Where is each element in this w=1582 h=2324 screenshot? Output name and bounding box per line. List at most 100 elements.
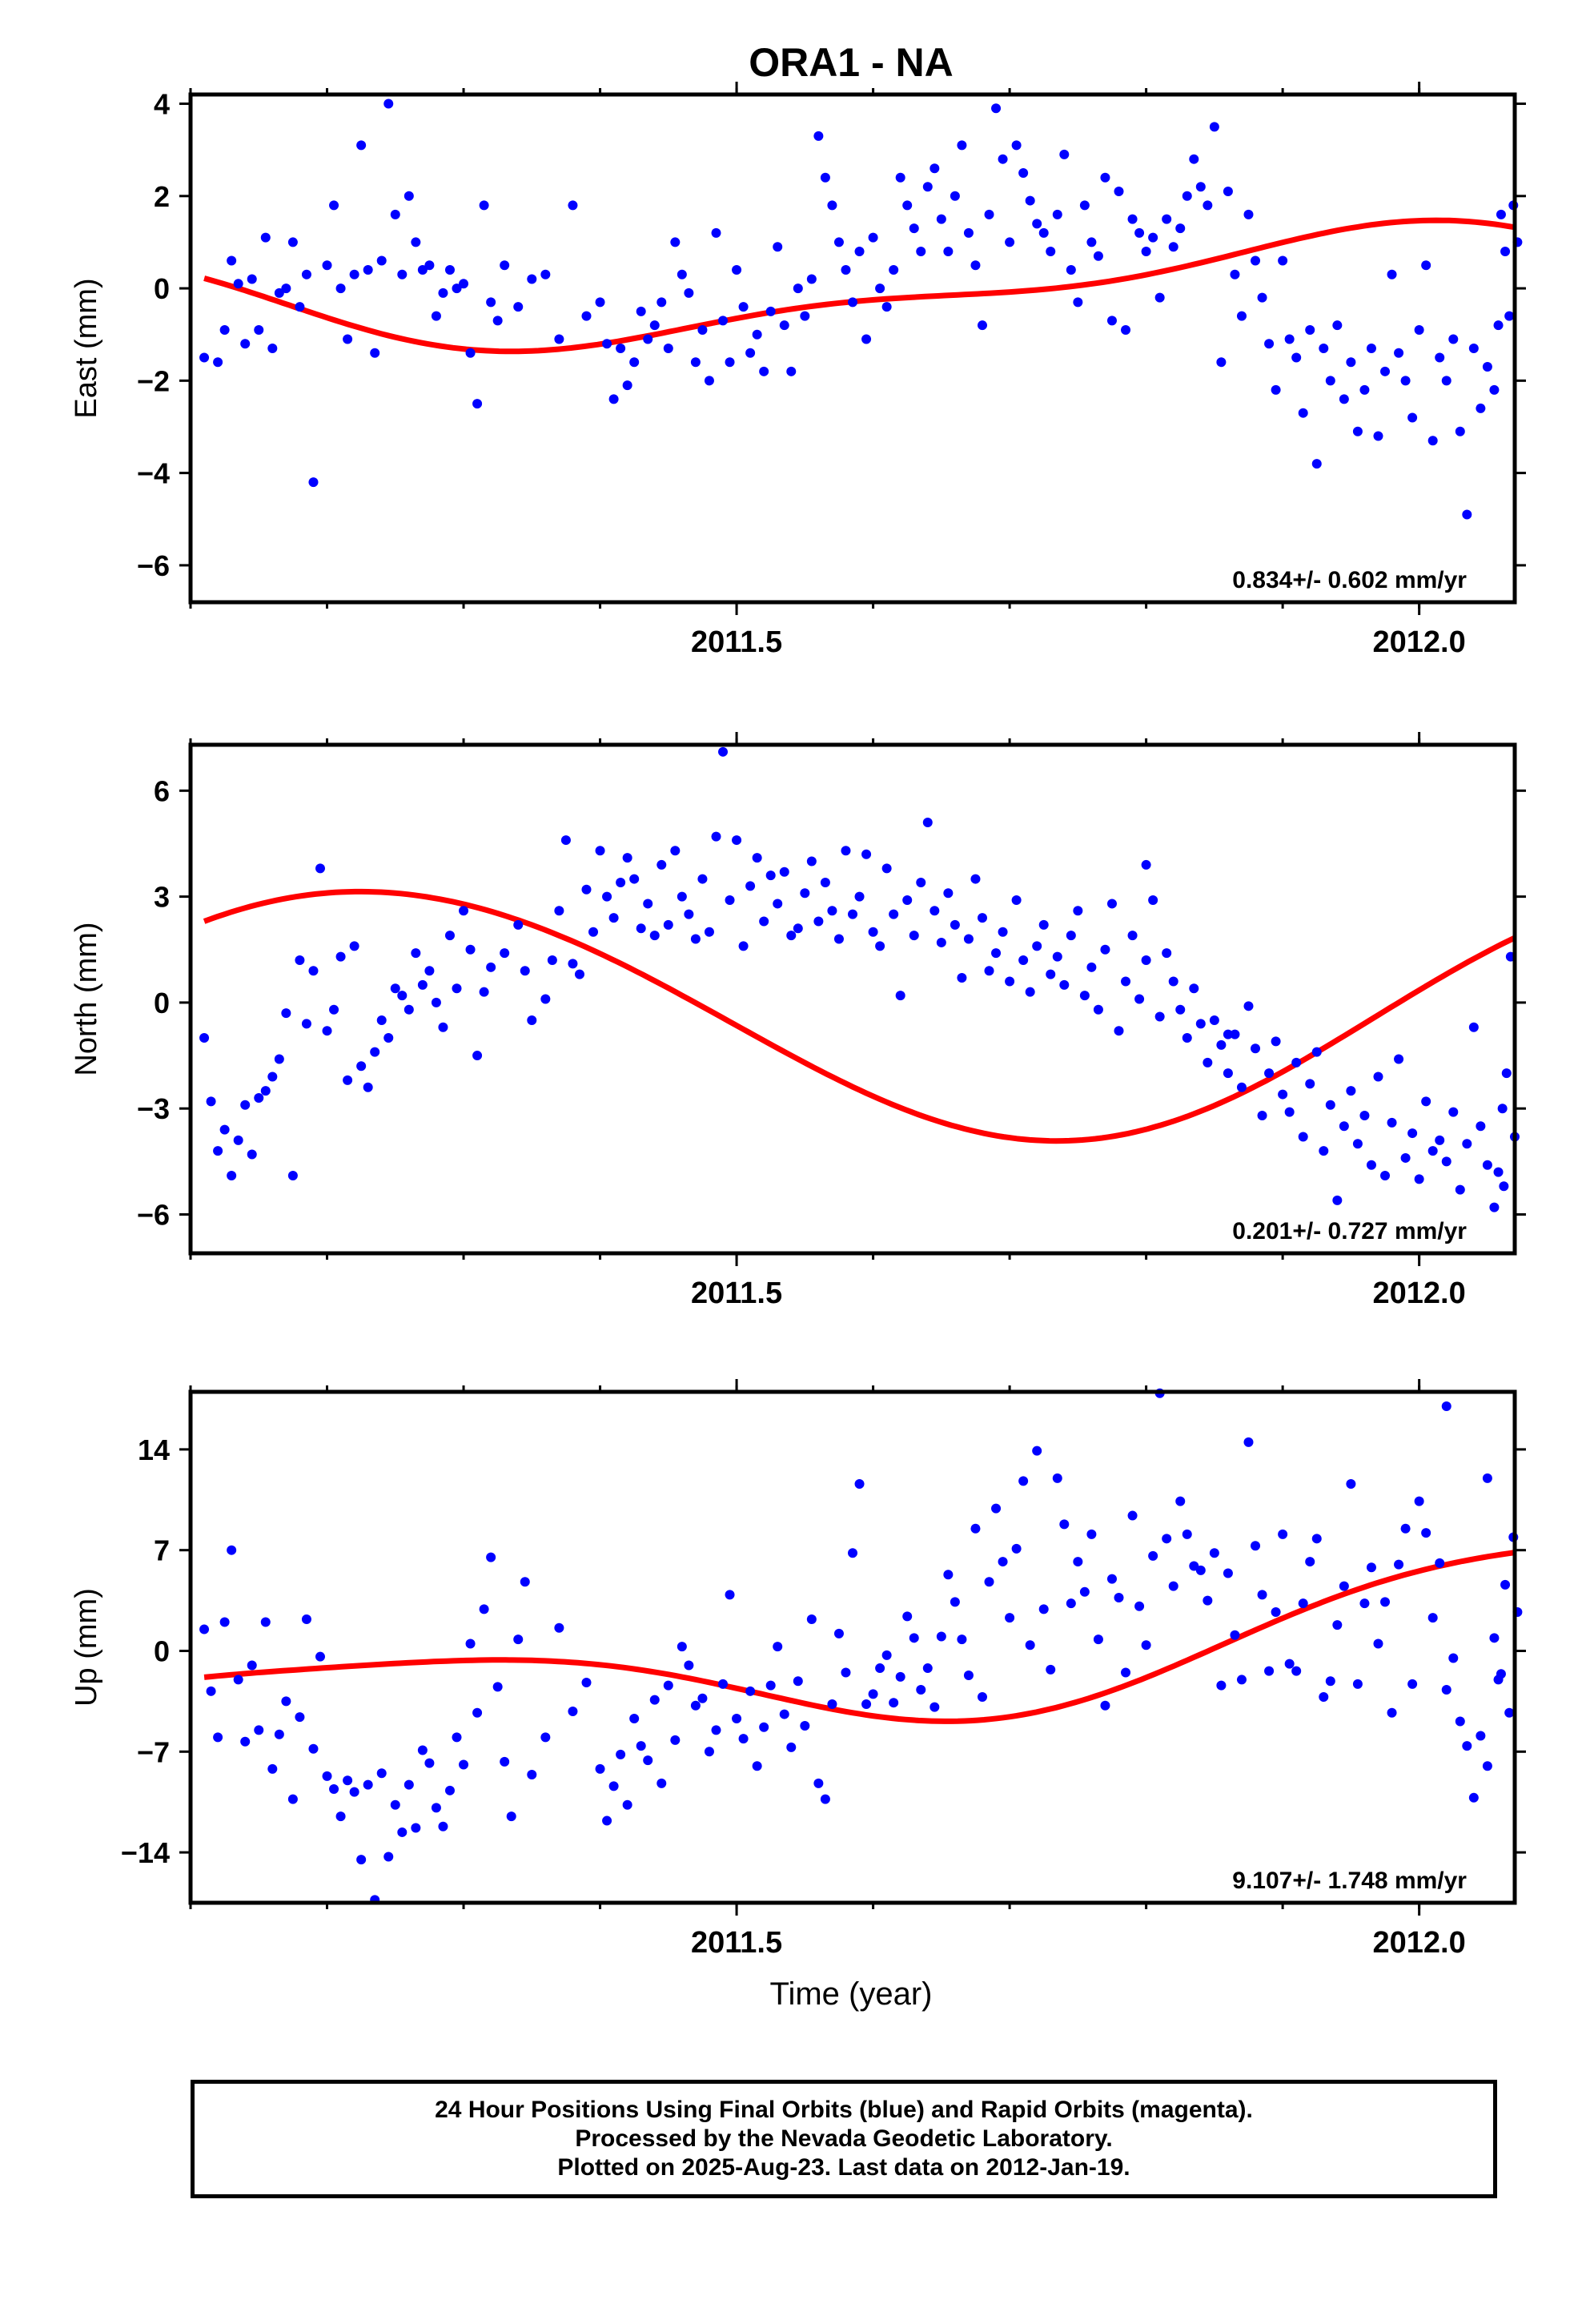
data-point — [636, 306, 646, 316]
data-point — [793, 1676, 803, 1687]
data-point — [431, 997, 441, 1007]
data-point — [486, 297, 496, 308]
y-tick-label: 3 — [154, 881, 170, 914]
data-point — [854, 1479, 865, 1490]
data-point — [984, 966, 994, 976]
data-point — [1079, 200, 1090, 211]
data-point — [459, 906, 469, 916]
data-point — [732, 835, 742, 846]
data-point — [1448, 1107, 1459, 1117]
data-point — [1046, 246, 1056, 256]
data-point — [950, 919, 960, 930]
data-point — [670, 1735, 681, 1745]
data-point — [1093, 1634, 1103, 1645]
data-point — [1500, 1579, 1511, 1590]
data-point — [1059, 1519, 1070, 1530]
data-point — [1387, 1117, 1397, 1128]
data-point — [704, 927, 714, 937]
east-panel: 4 2 0 −2 −4 −6 2011.5 2012.0 East (mm) 0.834+/-… — [70, 82, 1526, 659]
data-point — [1414, 324, 1424, 335]
data-point — [1346, 1479, 1356, 1490]
data-point — [916, 877, 926, 887]
data-point — [281, 1008, 291, 1019]
data-point — [363, 1082, 373, 1092]
data-point — [649, 320, 660, 331]
data-point — [1100, 944, 1110, 955]
data-point — [861, 334, 872, 344]
data-point — [950, 1597, 960, 1607]
data-point — [602, 891, 612, 902]
data-point — [1209, 122, 1219, 132]
data-point — [704, 376, 714, 386]
x-tick-label: 2011.5 — [691, 1926, 782, 1960]
data-point — [568, 959, 578, 969]
data-point — [1189, 1561, 1199, 1571]
data-point — [670, 237, 681, 247]
data-point — [1394, 348, 1404, 358]
data-point — [376, 1015, 387, 1025]
data-point — [1018, 955, 1029, 965]
data-point — [581, 311, 592, 321]
data-point — [833, 237, 844, 247]
data-point — [1189, 154, 1199, 164]
data-point — [438, 1022, 448, 1032]
data-point — [356, 1061, 367, 1072]
data-point — [1005, 237, 1015, 247]
data-point — [417, 265, 428, 275]
data-point — [643, 899, 653, 909]
data-point — [397, 269, 408, 279]
data-point — [459, 1759, 469, 1770]
data-point — [1106, 316, 1117, 326]
data-point — [800, 888, 810, 899]
data-point — [513, 302, 524, 312]
data-point — [738, 1734, 749, 1744]
data-point — [1500, 246, 1511, 256]
data-point — [875, 941, 885, 951]
data-point — [711, 227, 721, 238]
north-rate-annotation: 0.201+/- 0.727 mm/yr — [1232, 1218, 1467, 1244]
data-point — [438, 287, 448, 298]
data-point — [1243, 209, 1254, 219]
data-point — [506, 1811, 516, 1822]
data-point — [1489, 384, 1500, 395]
data-point — [1100, 172, 1110, 183]
data-point — [854, 246, 865, 256]
data-point — [943, 888, 954, 899]
y-tick-label: 2 — [154, 180, 170, 213]
data-point — [813, 1778, 824, 1788]
data-point — [1441, 1401, 1452, 1411]
data-point — [588, 927, 599, 937]
data-point — [404, 1779, 414, 1790]
data-point — [1264, 1068, 1275, 1079]
data-point — [1175, 223, 1186, 234]
data-point — [513, 919, 524, 930]
data-point — [1278, 255, 1288, 266]
data-point — [465, 944, 476, 955]
data-point — [970, 260, 981, 271]
data-point — [608, 1781, 619, 1791]
data-point — [1455, 1716, 1465, 1727]
east-plot-frame — [188, 92, 1517, 605]
data-point — [1230, 1630, 1240, 1640]
data-point — [500, 260, 510, 271]
data-point — [1284, 1659, 1295, 1669]
data-point — [472, 1051, 483, 1061]
data-point — [984, 209, 994, 219]
data-point — [1352, 426, 1363, 436]
data-point — [922, 182, 933, 192]
data-point — [233, 1135, 243, 1145]
data-point — [1482, 1473, 1492, 1483]
data-point — [909, 223, 919, 234]
data-point — [759, 916, 769, 927]
data-point — [745, 348, 756, 358]
x-tick-label: 2012.0 — [1373, 1277, 1466, 1310]
up-ticks — [179, 1379, 1526, 1916]
data-point — [227, 1545, 237, 1555]
data-point — [684, 909, 694, 919]
data-point — [711, 831, 721, 842]
data-point — [1359, 1598, 1370, 1609]
data-point — [1011, 895, 1022, 906]
data-point — [431, 1803, 441, 1813]
data-point — [963, 1671, 974, 1681]
data-point — [349, 1787, 359, 1797]
